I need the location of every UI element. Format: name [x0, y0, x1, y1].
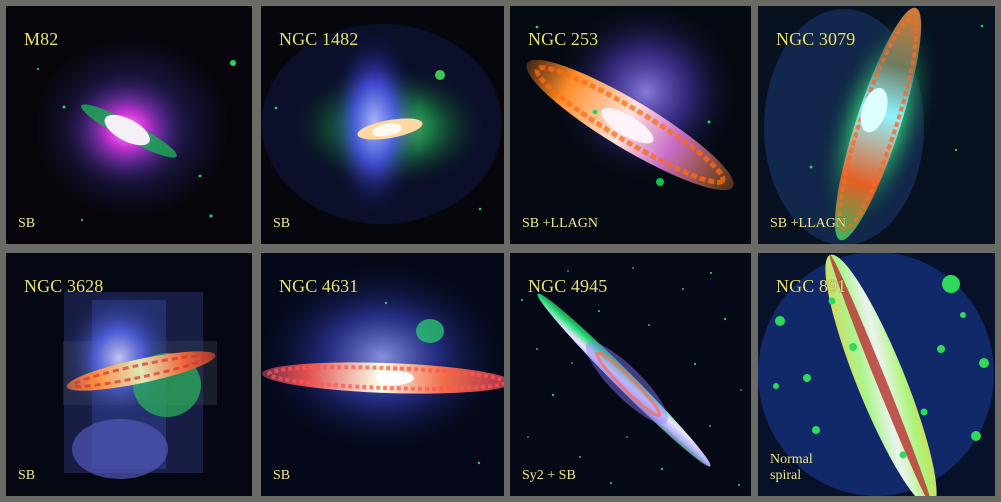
galaxy-name-ngc891: NGC 891: [776, 276, 847, 296]
galaxy-class-ngc891: Normal spiral: [770, 451, 813, 483]
panel-ngc4945: NGC 4945 Sy2 + SB: [510, 253, 751, 496]
galaxy-name-ngc1482: NGC 1482: [279, 29, 359, 49]
ngc891-galaxy-image: [758, 253, 995, 496]
ngc3079-galaxy-image: [758, 6, 995, 244]
ngc253-galaxy-image: [510, 6, 751, 244]
panel-m82: M82 SB: [6, 6, 252, 244]
galaxy-class-ngc4631: SB: [273, 467, 291, 483]
ngc4631-galaxy-image: [261, 253, 504, 496]
panel-ngc3079: NGC 3079 SB +LLAGN: [758, 6, 995, 244]
galaxy-class-ngc1482: SB: [273, 215, 291, 231]
galaxy-name-ngc3628: NGC 3628: [24, 276, 104, 296]
galaxy-name-ngc4945: NGC 4945: [528, 276, 608, 296]
galaxy-class-ngc4945: Sy2 + SB: [522, 467, 576, 483]
ngc4945-galaxy-image: [510, 253, 751, 496]
galaxy-class-m82: SB: [18, 215, 36, 231]
panel-ngc3628: NGC 3628 SB: [6, 253, 252, 496]
panel-ngc891: NGC 891 Normal spiral: [758, 253, 995, 496]
galaxy-class-ngc3079: SB +LLAGN: [770, 215, 846, 231]
panel-ngc1482: NGC 1482 SB: [261, 6, 504, 244]
galaxy-name-ngc4631: NGC 4631: [279, 276, 359, 296]
ngc1482-galaxy-image: [261, 6, 504, 244]
ngc3628-galaxy-image: [6, 253, 252, 496]
galaxy-name-ngc3079: NGC 3079: [776, 29, 856, 49]
galaxy-class-ngc253: SB +LLAGN: [522, 215, 598, 231]
m82-galaxy-image: [6, 6, 252, 244]
panel-ngc253: NGC 253 SB +LLAGN: [510, 6, 751, 244]
galaxy-name-m82: M82: [24, 29, 59, 49]
panel-ngc4631: NGC 4631 SB: [261, 253, 504, 496]
galaxy-class-ngc3628: SB: [18, 467, 36, 483]
galaxy-name-ngc253: NGC 253: [528, 29, 599, 49]
